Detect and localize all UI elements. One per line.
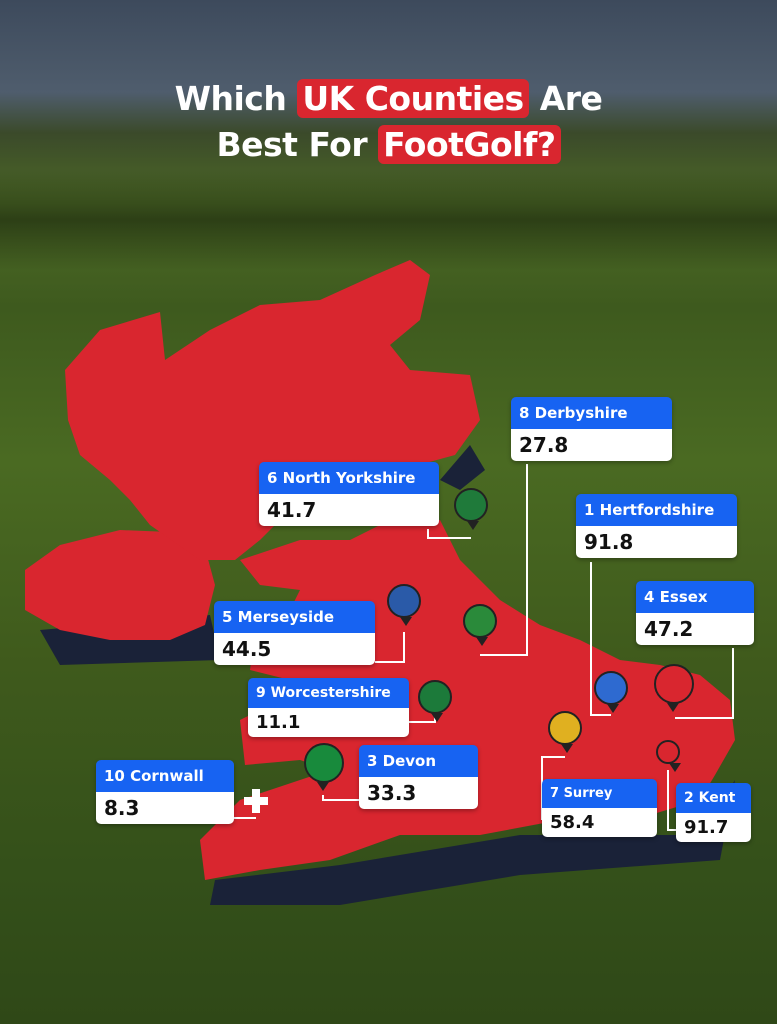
ireland xyxy=(25,530,215,640)
scotland xyxy=(65,260,480,560)
merseyside-flag-icon xyxy=(387,584,421,626)
background-shadow xyxy=(0,170,777,270)
county-name: 8 Derbyshire xyxy=(511,397,672,429)
county-card-worcestershire: 9 Worcestershire 11.1 xyxy=(248,678,409,737)
county-score: 27.8 xyxy=(511,429,672,461)
surrey-flag-icon xyxy=(548,711,582,753)
page-title: Which UK Counties Are Best For FootGolf? xyxy=(0,76,777,168)
title-highlight: UK Counties xyxy=(297,79,529,118)
county-score: 91.7 xyxy=(676,813,751,842)
county-name: 3 Devon xyxy=(359,745,478,777)
county-card-merseyside: 5 Merseyside 44.5 xyxy=(214,601,375,665)
title-text: Are xyxy=(539,79,603,118)
title-highlight: FootGolf? xyxy=(378,125,561,164)
county-score: 44.5 xyxy=(214,633,375,665)
county-score: 91.8 xyxy=(576,526,737,558)
essex-flag-icon xyxy=(654,664,694,712)
county-score: 8.3 xyxy=(96,792,234,824)
county-name: 5 Merseyside xyxy=(214,601,375,633)
hertfordshire-flag-icon xyxy=(594,671,628,713)
title-text: Best For xyxy=(216,125,368,164)
county-score: 33.3 xyxy=(359,777,478,809)
title-text: Which xyxy=(174,79,287,118)
county-score: 41.7 xyxy=(259,494,439,526)
county-name: 6 North Yorkshire xyxy=(259,462,439,494)
county-score: 47.2 xyxy=(636,613,754,645)
county-name: 4 Essex xyxy=(636,581,754,613)
county-name: 9 Worcestershire xyxy=(248,678,409,708)
county-card-hertfordshire: 1 Hertfordshire 91.8 xyxy=(576,494,737,558)
county-score: 11.1 xyxy=(248,708,409,737)
county-name: 10 Cornwall xyxy=(96,760,234,792)
worcestershire-flag-icon xyxy=(418,680,452,722)
county-name: 2 Kent xyxy=(676,783,751,813)
county-card-north-yorkshire: 6 North Yorkshire 41.7 xyxy=(259,462,439,526)
county-card-essex: 4 Essex 47.2 xyxy=(636,581,754,645)
derbyshire-flag-icon xyxy=(463,604,497,646)
county-card-kent: 2 Kent 91.7 xyxy=(676,783,751,842)
north-yorkshire-flag-icon xyxy=(454,488,488,530)
county-score: 58.4 xyxy=(542,808,657,837)
county-card-cornwall: 10 Cornwall 8.3 xyxy=(96,760,234,824)
county-card-devon: 3 Devon 33.3 xyxy=(359,745,478,809)
county-name: 1 Hertfordshire xyxy=(576,494,737,526)
county-name: 7 Surrey xyxy=(542,779,657,808)
county-card-surrey: 7 Surrey 58.4 xyxy=(542,779,657,837)
kent-flag-icon xyxy=(656,740,681,772)
cornwall-flag-icon xyxy=(244,789,268,813)
county-card-derbyshire: 8 Derbyshire 27.8 xyxy=(511,397,672,461)
devon-flag-icon xyxy=(304,743,344,791)
